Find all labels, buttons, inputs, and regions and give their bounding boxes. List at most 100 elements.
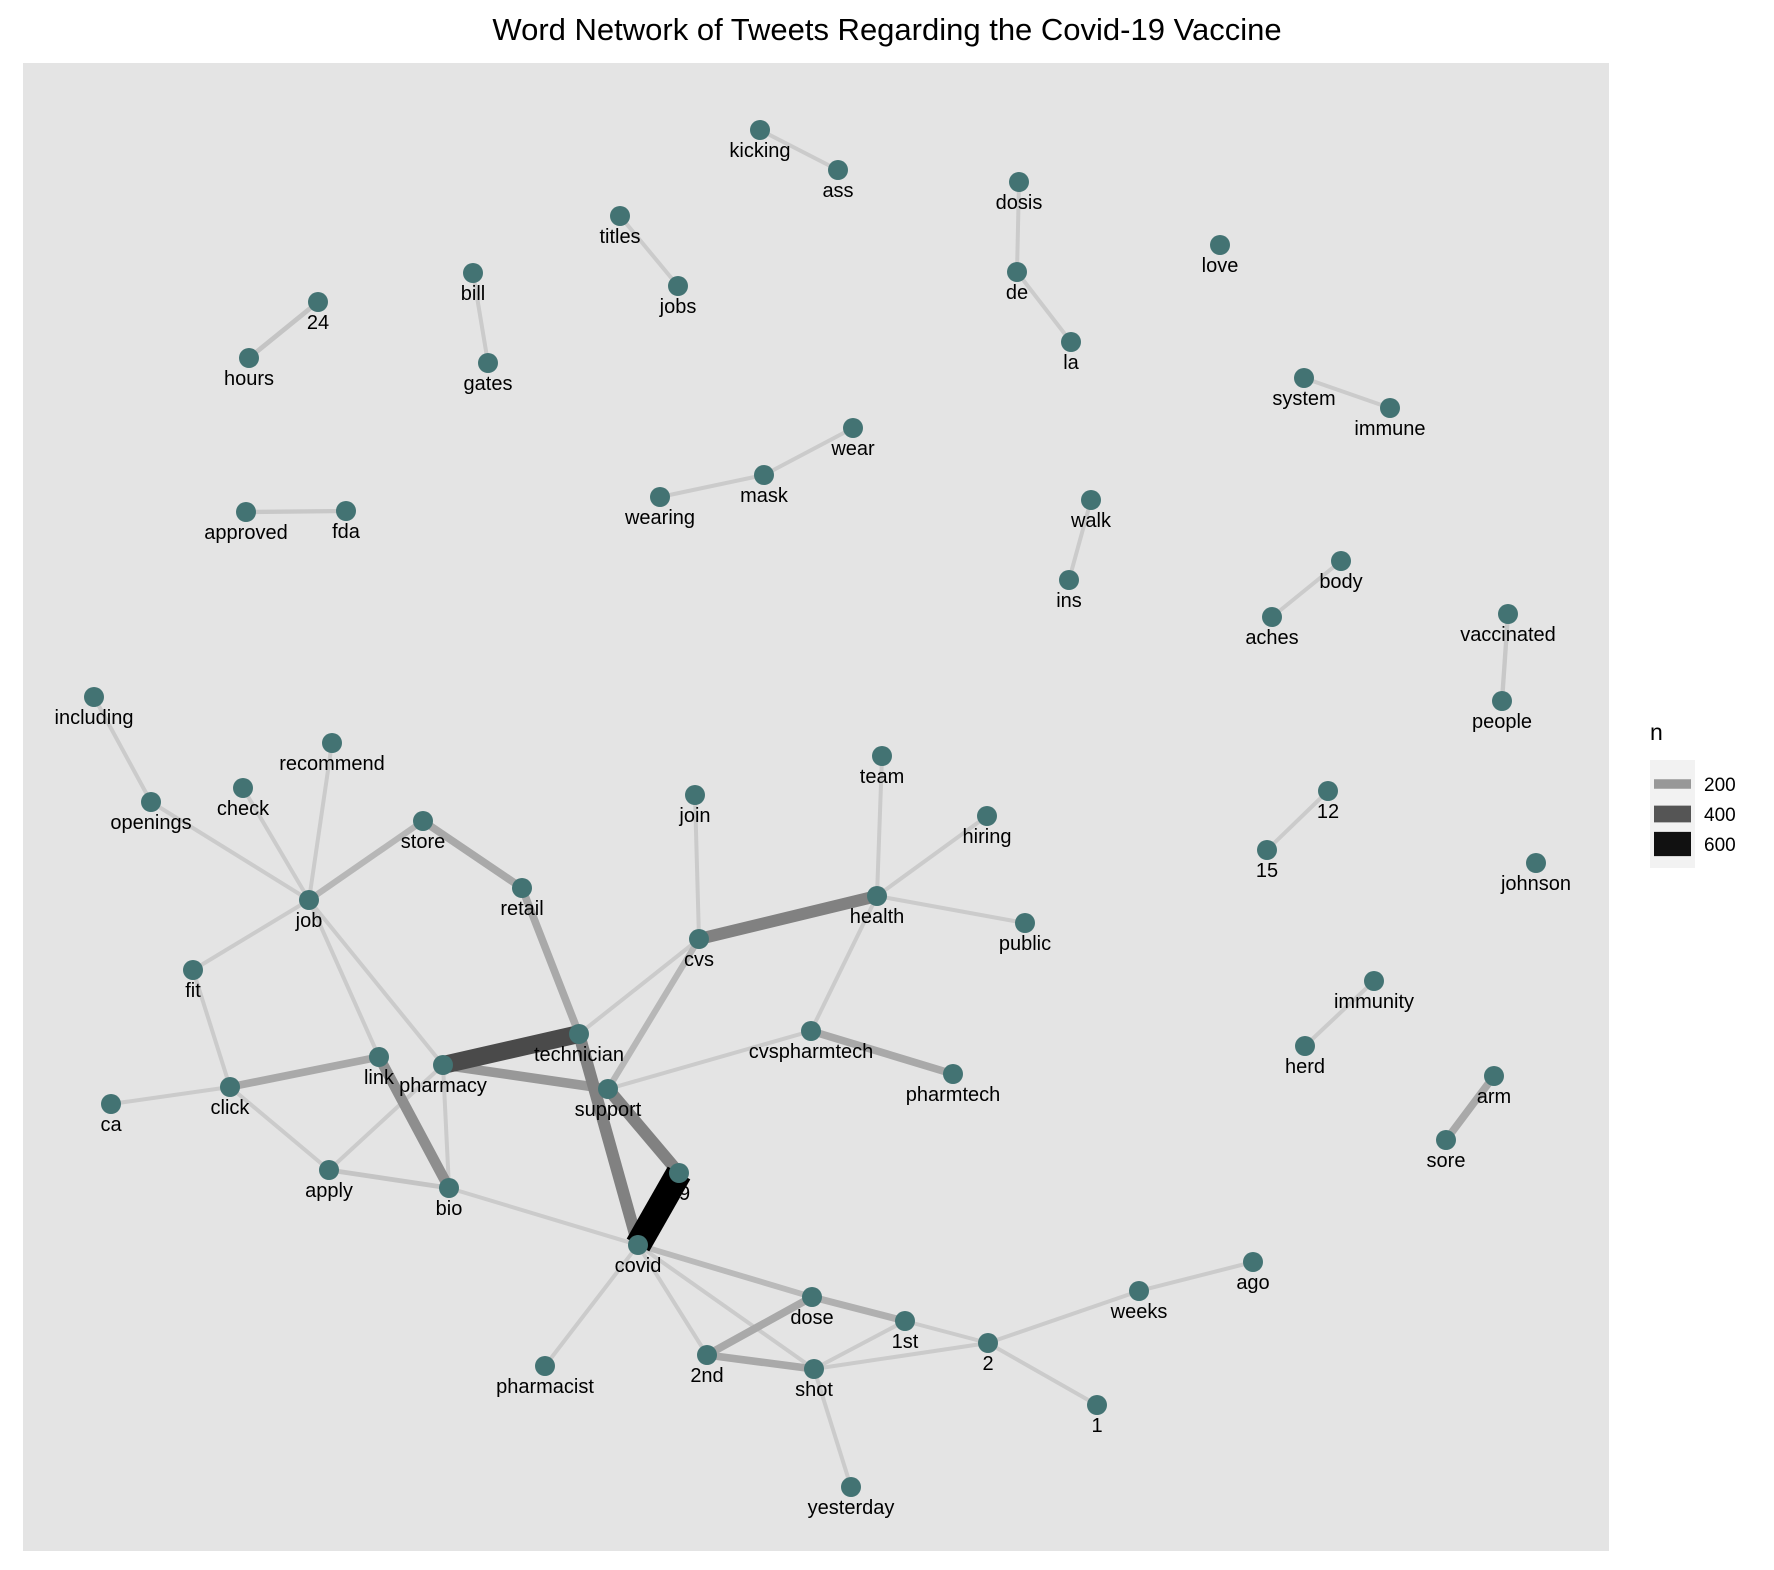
edge-join-cvs [693,794,701,940]
edge-dose-2nd [705,1293,814,1359]
edge-arm-sore [1442,1073,1498,1143]
edge-fit-click [191,969,232,1088]
node-public [1015,913,1035,933]
edge-click-apply [228,1085,331,1172]
node-sore [1436,1130,1456,1150]
node-dose [802,1287,822,1307]
edge-titles-jobs [618,214,680,288]
edge-covid-shot [636,1243,816,1371]
node-label-including: including [55,707,134,729]
edge-wear-mask [763,426,854,477]
edge-health-public [876,894,1026,925]
node-label-public: public [999,933,1051,955]
node-join [685,785,705,805]
node-label-join: join [678,805,710,827]
node-openings [141,792,161,812]
edge-kicking-ass [759,128,839,172]
node-label-job: job [295,910,323,932]
edge-apply-bio [328,1167,450,1191]
edge-cvs-support [605,937,702,1091]
node-wearing [650,487,670,507]
node-dosis [1009,172,1029,192]
node-label-15: 15 [1256,860,1278,882]
node-cvs [689,929,709,949]
node-love [1210,235,1230,255]
node-label-titles: titles [599,226,640,248]
node-label-ca: ca [100,1114,122,1136]
edge-vaccinated-people [1499,613,1511,702]
node-label-click: click [211,1097,251,1119]
node-team [872,746,892,766]
node-store [413,811,433,831]
node-johnson [1526,853,1546,873]
node-kicking [750,120,770,140]
edge-technician-pharmacy [441,1025,581,1074]
node-apply [319,1160,339,1180]
edge-team-health [875,755,884,897]
node-label-aches: aches [1245,627,1298,649]
legend-keys: 200 400 600 [1650,760,1736,868]
node-gates [478,353,498,373]
node-label-technician: technician [534,1044,624,1066]
node-label-ins: ins [1056,590,1082,612]
node-label-dose: dose [790,1307,833,1329]
node-immune [1380,398,1400,418]
node-label-ago: ago [1236,1272,1269,1294]
node-label-gates: gates [464,373,513,395]
edge-health-cvspharmtech [809,895,879,1032]
node-recommend [322,733,342,753]
node-bio [439,1178,459,1198]
edge-1st-shot [813,1319,906,1371]
edge-store-retail [420,817,525,892]
edge-job-link [307,899,381,1058]
node-label-la: la [1063,352,1079,374]
edge-recommend-job [307,742,334,901]
node-label-body: body [1319,571,1362,593]
node-label-love: love [1202,255,1239,277]
node-2nd [697,1345,717,1365]
node-label-approved: approved [204,522,287,544]
legend-label-200: 200 [1704,775,1736,796]
node-label-ass: ass [822,180,853,202]
edge-job-store [307,818,425,903]
node-label-12: 12 [1317,801,1339,823]
node-de [1007,262,1027,282]
node-label-people: people [1472,711,1532,733]
edge-job-pharmacy [307,898,445,1067]
edge-pharmacy-bio [441,1064,451,1189]
node-label-1st: 1st [892,1331,919,1353]
node-herd [1295,1036,1315,1056]
node-label-retail: retail [500,898,543,920]
edge-2-1 [987,1341,1098,1407]
node-immunity [1364,971,1384,991]
node-label-apply: apply [305,1180,353,1202]
edge-de-la [1015,270,1073,344]
edge-click-ca [110,1085,231,1106]
node-label-openings: openings [110,812,191,834]
node-label-kicking: kicking [729,140,790,162]
node-label-24: 24 [307,312,329,334]
node-label-bill: bill [461,283,485,305]
edge-covid-pharmacist [543,1243,640,1368]
node-fda [336,501,356,521]
node-label-fda: fda [332,521,361,543]
node-label-johnson: johnson [1500,873,1571,895]
chart-title: Word Network of Tweets Regarding the Cov… [492,12,1282,47]
edge-bio-covid [448,1186,639,1247]
node-label-19: 19 [668,1183,690,1205]
legend-label-600: 600 [1704,835,1736,856]
node-including [84,687,104,707]
node-label-support: support [575,1099,642,1121]
node-label-2: 2 [982,1353,993,1375]
edge-health-cvs [697,890,879,945]
edge-check-job [241,786,311,902]
node-1 [1087,1395,1107,1415]
edge-19-covid [626,1166,691,1252]
node-label-weeks: weeks [1110,1301,1168,1323]
legend-label-400: 400 [1704,805,1736,826]
node-people [1492,691,1512,711]
node-pharmacy [433,1055,453,1075]
node-label-system: system [1272,388,1335,410]
node-click [220,1077,240,1097]
node-cvspharmtech [801,1021,821,1041]
